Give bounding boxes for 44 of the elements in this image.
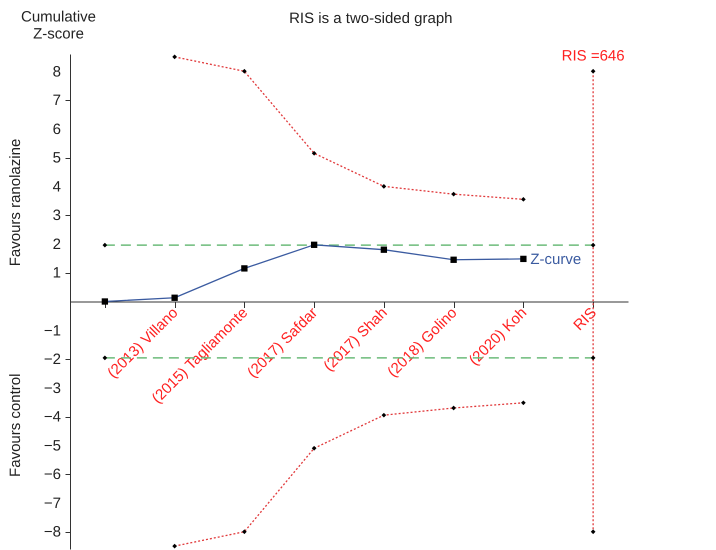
point — [102, 356, 108, 360]
y-tick-label: 2 — [52, 236, 61, 253]
y-tick-label: −1 — [44, 322, 61, 340]
y-tick-label: 6 — [52, 120, 61, 138]
annotation: RIS =646 — [562, 47, 625, 64]
point — [242, 529, 247, 534]
point — [521, 196, 526, 202]
y-tick-label: 5 — [52, 150, 61, 167]
point — [310, 242, 318, 248]
y-tick-label: 4 — [52, 178, 61, 196]
point — [241, 265, 248, 272]
y-tick-label: −8 — [44, 524, 61, 541]
y-tick-label: −6 — [44, 466, 61, 484]
point — [382, 412, 386, 418]
point — [312, 446, 316, 451]
point — [171, 294, 178, 301]
y-tick-label: −4 — [44, 408, 61, 426]
point — [451, 406, 456, 410]
x-tick-label: RIS — [570, 304, 600, 334]
y-tick-label: 7 — [52, 92, 61, 110]
y-tick-label: −5 — [44, 437, 61, 454]
y-tick-label: 8 — [52, 63, 61, 80]
series-label: Z-curve — [530, 250, 582, 268]
y-tick-label: −7 — [44, 494, 61, 512]
point — [102, 298, 108, 305]
text: Favours control — [7, 374, 24, 477]
point — [102, 242, 108, 248]
point — [382, 184, 386, 189]
point — [521, 400, 526, 406]
y-tick-label: 3 — [52, 207, 61, 224]
text: Favours ranolazine — [7, 138, 24, 266]
point — [451, 192, 456, 196]
point — [172, 544, 177, 548]
point — [172, 54, 177, 60]
y-tick-label: −3 — [44, 380, 61, 397]
y-tick-label: 1 — [52, 264, 61, 282]
y-axis-title: Cumulative Z-score — [20, 8, 96, 42]
point — [242, 68, 247, 74]
point — [380, 246, 388, 253]
chart-title: RIS is a two-sided graph — [289, 10, 453, 27]
point — [520, 256, 527, 262]
y-tick-label: −2 — [44, 351, 61, 368]
point — [312, 150, 316, 156]
point — [450, 256, 457, 263]
